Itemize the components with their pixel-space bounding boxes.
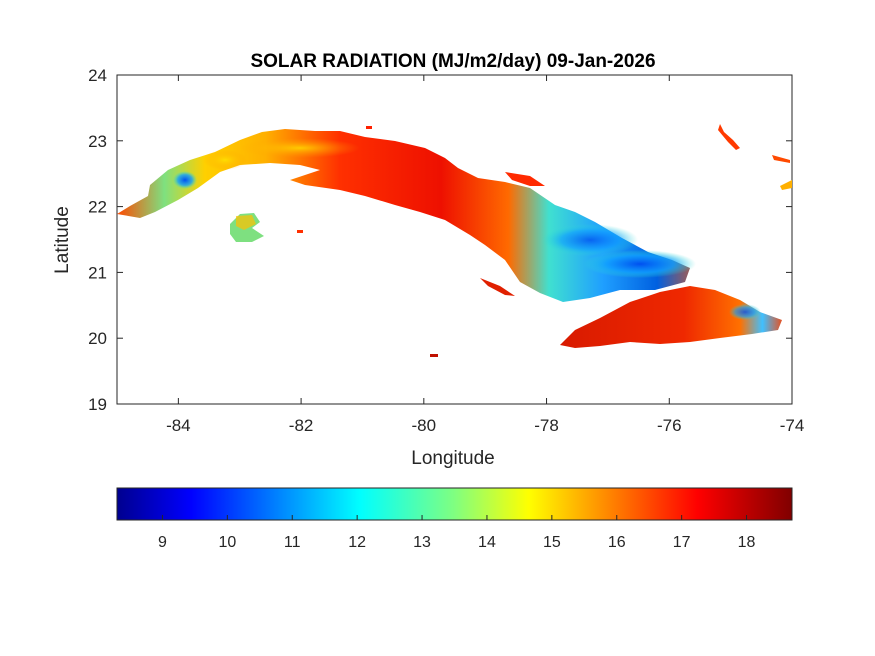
colorbar-tick-label: 12 [348,534,366,551]
small-key [430,354,438,357]
chart-title: SOLAR RADIATION (MJ/m2/day) 09-Jan-2026 [250,51,655,72]
x-tick-label: -84 [166,416,191,435]
x-axis: -84 -82 -80 -78 -76 -74 [166,75,804,435]
x-axis-label: Longitude [411,448,494,469]
x-tick-label: -74 [780,416,805,435]
colorbar-tick-label: 16 [608,534,626,551]
colorbar-tick-label: 15 [543,534,561,551]
y-tick-label: 19 [88,395,107,414]
x-tick-label: -78 [534,416,559,435]
east-islet-2 [780,180,792,190]
cloud-zone-east [584,250,696,278]
colorbar-tick-label: 13 [413,534,431,551]
y-tick-label: 22 [88,198,107,217]
y-tick-label: 23 [88,132,107,151]
northeast-keys [718,124,740,150]
y-tick-label: 21 [88,263,107,282]
x-tick-label: -82 [289,416,314,435]
heatmap-layer [117,124,792,357]
small-key-2 [297,230,303,233]
colorbar-tick-label: 10 [218,534,236,551]
x-tick-label: -80 [412,416,437,435]
plot-area [116,74,793,405]
cloud-zone-sierra [729,304,761,320]
y-axis-label: Latitude [52,206,73,274]
colorbar-ticks: 9 10 11 12 13 14 15 16 17 18 [158,515,756,551]
colorbar-tick-label: 18 [738,534,756,551]
colorbar-tick-label: 9 [158,534,167,551]
colorbar-tick-label: 17 [673,534,691,551]
colorbar-tick-label: 11 [284,534,301,551]
y-tick-label: 20 [88,329,107,348]
cuba-main-island [117,129,690,302]
x-tick-label: -76 [657,416,682,435]
isla-juventud-shade [236,215,256,230]
south-keys [480,278,515,296]
cuba-southeast [560,286,782,348]
high-zone-west [203,150,247,170]
east-islet-1 [772,155,790,163]
north-keys [505,172,545,186]
colorbar-tick-label: 14 [478,534,496,551]
cloud-zone-central [542,224,638,256]
cloud-zone-west [173,171,197,189]
colorbar: 9 10 11 12 13 14 15 16 17 18 [116,487,793,551]
high-zone-north [240,138,360,158]
y-axis: 19 20 21 22 23 24 [88,66,792,414]
small-key-3 [366,126,372,129]
colorbar-gradient [116,487,793,521]
y-tick-label: 24 [88,66,107,85]
